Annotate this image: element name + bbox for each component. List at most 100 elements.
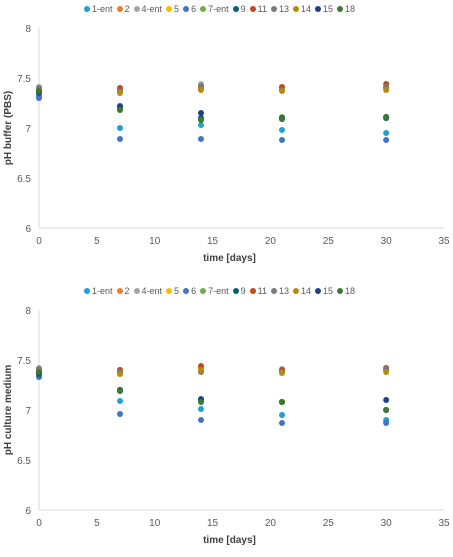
data-point bbox=[198, 417, 204, 423]
legend-marker-icon bbox=[200, 288, 207, 294]
legend-item: 13 bbox=[270, 286, 289, 296]
legend-marker-icon bbox=[133, 6, 140, 12]
legend-marker-icon bbox=[183, 6, 190, 12]
legend-label: 11 bbox=[257, 4, 267, 14]
data-point bbox=[279, 412, 285, 418]
chart-legend: 1-ent 2 4-ent 5 6 7-ent 9 11 13 14 15 18 bbox=[84, 4, 384, 14]
legend-label: 4-ent bbox=[141, 4, 163, 14]
data-point bbox=[279, 399, 285, 405]
chart-panel-pbs: 1-ent 2 4-ent 5 6 7-ent 9 11 13 14 15 18 0 5 10 15 20 25… bbox=[0, 0, 453, 275]
data-point bbox=[198, 110, 204, 116]
legend-item: 15 bbox=[314, 286, 333, 296]
data-point bbox=[198, 117, 204, 123]
legend-label: 5 bbox=[174, 286, 180, 296]
data-point bbox=[198, 367, 204, 373]
data-point bbox=[198, 406, 204, 412]
legend-label: 15 bbox=[322, 286, 333, 296]
chart-legend: 1-ent 2 4-ent 5 6 7-ent 9 11 13 14 15 18 bbox=[84, 286, 384, 296]
legend-item: 5 bbox=[166, 4, 179, 14]
legend-item: 11 bbox=[249, 286, 267, 296]
legend-label: 1-ent bbox=[92, 4, 113, 14]
data-point bbox=[279, 116, 285, 122]
legend-marker-icon bbox=[249, 288, 256, 294]
legend-label: 14 bbox=[300, 286, 311, 296]
data-point bbox=[117, 398, 123, 404]
legend-item: 7-ent bbox=[200, 4, 229, 14]
legend-marker-icon bbox=[292, 288, 299, 294]
legend-item: 14 bbox=[292, 286, 311, 296]
legend-marker-icon bbox=[84, 6, 90, 12]
data-point bbox=[383, 397, 390, 403]
legend-marker-icon bbox=[337, 6, 343, 12]
data-point bbox=[117, 107, 123, 113]
data-point bbox=[383, 369, 390, 375]
x-tick-label: 10 bbox=[149, 236, 161, 247]
legend-label: 11 bbox=[257, 286, 267, 296]
legend-marker-icon bbox=[270, 6, 277, 12]
legend-label: 6 bbox=[191, 286, 197, 296]
y-axis-title: pH buffer (PBS) bbox=[3, 91, 14, 165]
x-tick-label: 20 bbox=[265, 236, 277, 247]
data-point bbox=[198, 136, 204, 142]
data-point bbox=[36, 95, 42, 101]
legend-label: 18 bbox=[345, 286, 356, 296]
x-tick-label: 35 bbox=[438, 518, 450, 529]
legend-label: 9 bbox=[240, 286, 246, 296]
legend-marker-icon bbox=[166, 288, 173, 294]
data-point bbox=[117, 371, 123, 377]
legend-item: 11 bbox=[249, 4, 267, 14]
x-tick-label: 5 bbox=[94, 236, 100, 247]
legend-item: 6 bbox=[183, 4, 196, 14]
legend-label: 2 bbox=[124, 4, 130, 14]
data-point bbox=[383, 137, 390, 143]
x-tick-label: 35 bbox=[438, 236, 450, 247]
legend-marker-icon bbox=[133, 288, 140, 294]
data-point bbox=[383, 87, 390, 93]
data-point bbox=[36, 369, 42, 375]
legend-label: 5 bbox=[174, 4, 180, 14]
legend-item: 1-ent bbox=[84, 4, 113, 14]
legend-item: 14 bbox=[292, 4, 311, 14]
x-tick-label: 15 bbox=[207, 236, 219, 247]
x-tick-label: 10 bbox=[149, 518, 161, 529]
legend-marker-icon bbox=[337, 288, 343, 294]
chart-svg-culture: 0 5 10 15 20 25 30 35 6 6.5 7 7.5 8 time [days] pH cul… bbox=[3, 306, 450, 546]
x-tick-label: 25 bbox=[323, 518, 335, 529]
legend-item: 1-ent bbox=[84, 286, 113, 296]
x-tick-label: 5 bbox=[94, 518, 100, 529]
y-tick-label: 6.5 bbox=[17, 174, 31, 185]
legend-label: 1-ent bbox=[92, 286, 113, 296]
legend-label: 6 bbox=[191, 4, 197, 14]
x-tick-label: 0 bbox=[36, 236, 42, 247]
legend-label: 9 bbox=[240, 4, 246, 14]
data-point bbox=[279, 127, 285, 133]
x-tick-label: 0 bbox=[36, 518, 42, 529]
x-tick-label: 30 bbox=[381, 518, 393, 529]
x-tick-label: 15 bbox=[207, 518, 219, 529]
x-tick-label: 20 bbox=[265, 518, 277, 529]
x-axis-title: time [days] bbox=[203, 535, 256, 546]
data-point bbox=[198, 87, 204, 93]
legend-item: 4-ent bbox=[133, 286, 163, 296]
data-point bbox=[383, 130, 390, 136]
legend-label: 13 bbox=[278, 4, 289, 14]
chart-svg-pbs: 0 5 10 15 20 25 30 35 6 6.5 7 7.5 8 time [days] pH buf… bbox=[3, 24, 450, 264]
legend-marker-icon bbox=[166, 6, 173, 12]
y-tick-label: 8 bbox=[25, 24, 31, 35]
data-point bbox=[117, 411, 123, 417]
legend-marker-icon bbox=[249, 6, 256, 12]
data-point bbox=[117, 136, 123, 142]
y-tick-label: 7.5 bbox=[17, 74, 31, 85]
legend-marker-icon bbox=[232, 6, 239, 12]
legend-label: 13 bbox=[278, 286, 289, 296]
chart-panel-culture: 1-ent 2 4-ent 5 6 7-ent 9 11 13 14 15 18 0 5 10 15 20 25… bbox=[0, 282, 453, 557]
legend-marker-icon bbox=[314, 6, 321, 12]
legend-label: 2 bbox=[124, 286, 130, 296]
y-tick-label: 6 bbox=[25, 506, 31, 517]
legend-marker-icon bbox=[116, 6, 123, 12]
data-point bbox=[383, 420, 390, 426]
x-axis-title: time [days] bbox=[203, 253, 256, 264]
legend-label: 4-ent bbox=[141, 286, 163, 296]
legend-item: 2 bbox=[116, 286, 130, 296]
y-tick-label: 6 bbox=[25, 224, 31, 235]
